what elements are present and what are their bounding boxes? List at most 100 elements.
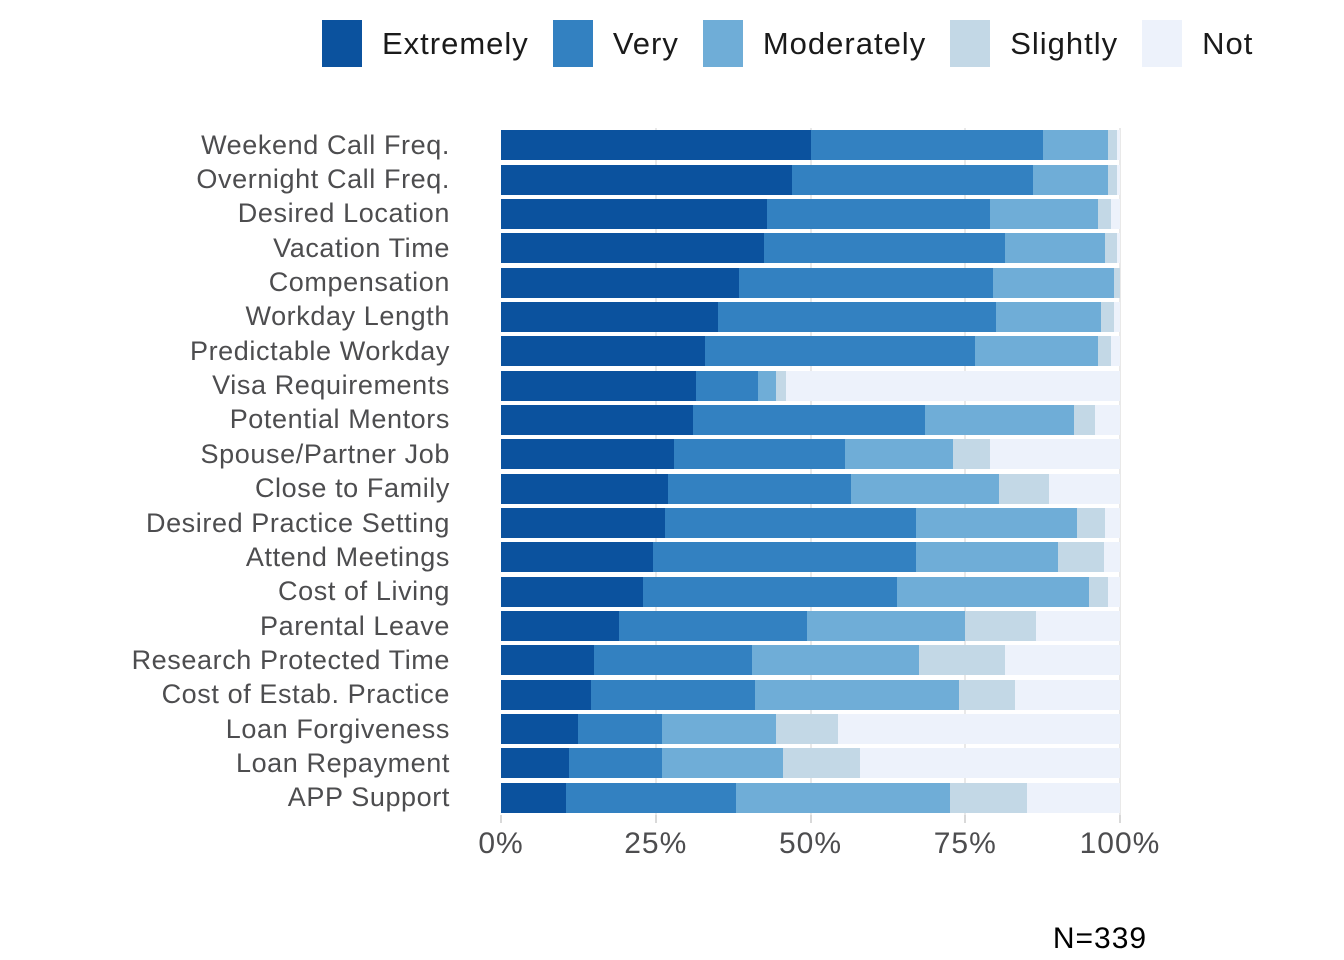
legend-label: Slightly xyxy=(1010,25,1119,61)
row-label: Loan Forgiveness xyxy=(225,713,450,744)
bar-segment-moderately xyxy=(754,679,960,710)
bar-segment-very xyxy=(705,336,975,367)
row-label: Cost of Living xyxy=(278,576,450,607)
bar-segment-slightly xyxy=(949,782,1028,813)
bar-segment-extremely xyxy=(501,645,594,676)
legend-label: Moderately xyxy=(762,25,927,61)
bar-segment-moderately xyxy=(850,473,1000,504)
legend-item-not: Not xyxy=(1142,20,1253,67)
bar-segment-very xyxy=(764,233,1006,264)
bar-segment-moderately xyxy=(844,439,953,470)
axis-tick-label: 75% xyxy=(933,827,997,860)
bar-segment-not xyxy=(1104,508,1120,539)
bar-segment-moderately xyxy=(736,782,950,813)
row-label: Desired Practice Setting xyxy=(145,507,450,538)
bar-segment-slightly xyxy=(1107,130,1117,161)
row-label: Desired Location xyxy=(237,198,450,229)
legend-item-very: Very xyxy=(552,20,679,67)
bar-segment-slightly xyxy=(1107,164,1117,195)
bar-segment-very xyxy=(590,679,755,710)
bar-segment-extremely xyxy=(501,198,768,229)
legend-label: Not xyxy=(1202,25,1254,61)
row-label: Cost of Estab. Practice xyxy=(161,679,450,710)
chart-row: APP Support xyxy=(288,782,1120,813)
stacked-bar xyxy=(501,164,1120,195)
bar-segment-not xyxy=(1113,301,1120,332)
stacked-bar xyxy=(501,404,1120,435)
bar-segment-moderately xyxy=(974,336,1099,367)
row-label: Vacation Time xyxy=(273,232,450,263)
chart-row: Cost of Living xyxy=(278,576,1120,607)
bar-segment-not xyxy=(1095,404,1120,435)
chart-row: Compensation xyxy=(269,267,1120,298)
stacked-bar xyxy=(501,473,1120,504)
row-label: Compensation xyxy=(268,267,450,298)
bar-segment-not xyxy=(785,370,1120,401)
stacked-bar xyxy=(501,198,1120,229)
chart-row: Desired Location xyxy=(238,198,1120,229)
gridline-100 xyxy=(1119,128,1121,815)
bar-segment-very xyxy=(674,439,845,470)
row-label: Overnight Call Freq. xyxy=(196,164,450,195)
bar-segment-moderately xyxy=(915,508,1077,539)
legend-swatch-very xyxy=(552,20,593,67)
row-label: Research Protected Time xyxy=(131,644,450,675)
stacked-bar xyxy=(501,748,1120,779)
axis-tick-label: 50% xyxy=(778,827,843,860)
bar-segment-not xyxy=(1110,198,1120,229)
bar-segment-very xyxy=(618,611,808,642)
x-axis: 0% 25% 50% 75% 100% xyxy=(478,815,1159,875)
bar-segment-moderately xyxy=(996,301,1102,332)
chart-row: Cost of Estab. Practice xyxy=(162,679,1120,710)
row-label: Workday Length xyxy=(245,301,450,332)
bar-segment-not xyxy=(1005,645,1120,676)
legend-label: Extremely xyxy=(382,25,529,61)
gridline-25 xyxy=(654,128,657,815)
bar-segment-not xyxy=(1110,336,1120,367)
bar-segment-very xyxy=(810,130,1043,161)
bar-segment-slightly xyxy=(1113,267,1120,298)
gridline-50 xyxy=(809,128,812,815)
stacked-bar xyxy=(501,542,1120,573)
chart-row: Weekend Call Freq. xyxy=(201,130,1120,161)
bar-segment-very xyxy=(578,714,662,745)
legend-item-moderately: Moderately xyxy=(702,20,927,67)
legend-item-slightly: Slightly xyxy=(950,20,1118,67)
bar-segment-slightly xyxy=(776,370,786,401)
chart-row: Potential Mentors xyxy=(230,404,1120,435)
bar-segment-moderately xyxy=(661,714,777,745)
bar-segment-very xyxy=(692,404,925,435)
bar-segment-very xyxy=(767,198,990,229)
chart-row: Attend Meetings xyxy=(246,542,1120,573)
axis-tick-label: 100% xyxy=(1079,827,1161,860)
bar-segment-moderately xyxy=(1005,233,1105,264)
legend: Extremely Very Moderately Slightly Not xyxy=(322,20,1253,67)
row-label: Spouse/Partner Job xyxy=(200,438,450,469)
chart-row: Overnight Call Freq. xyxy=(196,164,1120,195)
bar-segment-slightly xyxy=(1098,336,1111,367)
legend-swatch-slightly xyxy=(950,20,991,67)
bar-segment-not xyxy=(860,748,1120,779)
bar-segment-not xyxy=(1048,473,1120,504)
bar-segment-extremely xyxy=(501,679,591,710)
bar-segment-slightly xyxy=(965,611,1037,642)
bar-segment-not xyxy=(989,439,1120,470)
chart-row: Close to Family xyxy=(255,473,1120,504)
bar-segment-moderately xyxy=(925,404,1074,435)
bar-segment-very xyxy=(643,576,898,607)
bar-segment-moderately xyxy=(1033,164,1108,195)
chart-row: Workday Length xyxy=(245,301,1120,332)
axis-tick-label: 0% xyxy=(478,827,524,860)
bar-segment-moderately xyxy=(897,576,1090,607)
bar-segment-not xyxy=(1116,130,1120,161)
chart-row: Predictable Workday xyxy=(190,336,1120,367)
bar-segment-extremely xyxy=(501,748,570,779)
bar-segment-slightly xyxy=(952,439,990,470)
chart-row: Vacation Time xyxy=(273,233,1120,264)
bar-segment-extremely xyxy=(501,611,619,642)
bar-segment-not xyxy=(1116,164,1120,195)
chart-row: Parental Leave xyxy=(260,611,1120,642)
bar-segment-slightly xyxy=(776,714,839,745)
bar-segment-not xyxy=(1014,679,1120,710)
bar-segment-extremely xyxy=(501,439,675,470)
